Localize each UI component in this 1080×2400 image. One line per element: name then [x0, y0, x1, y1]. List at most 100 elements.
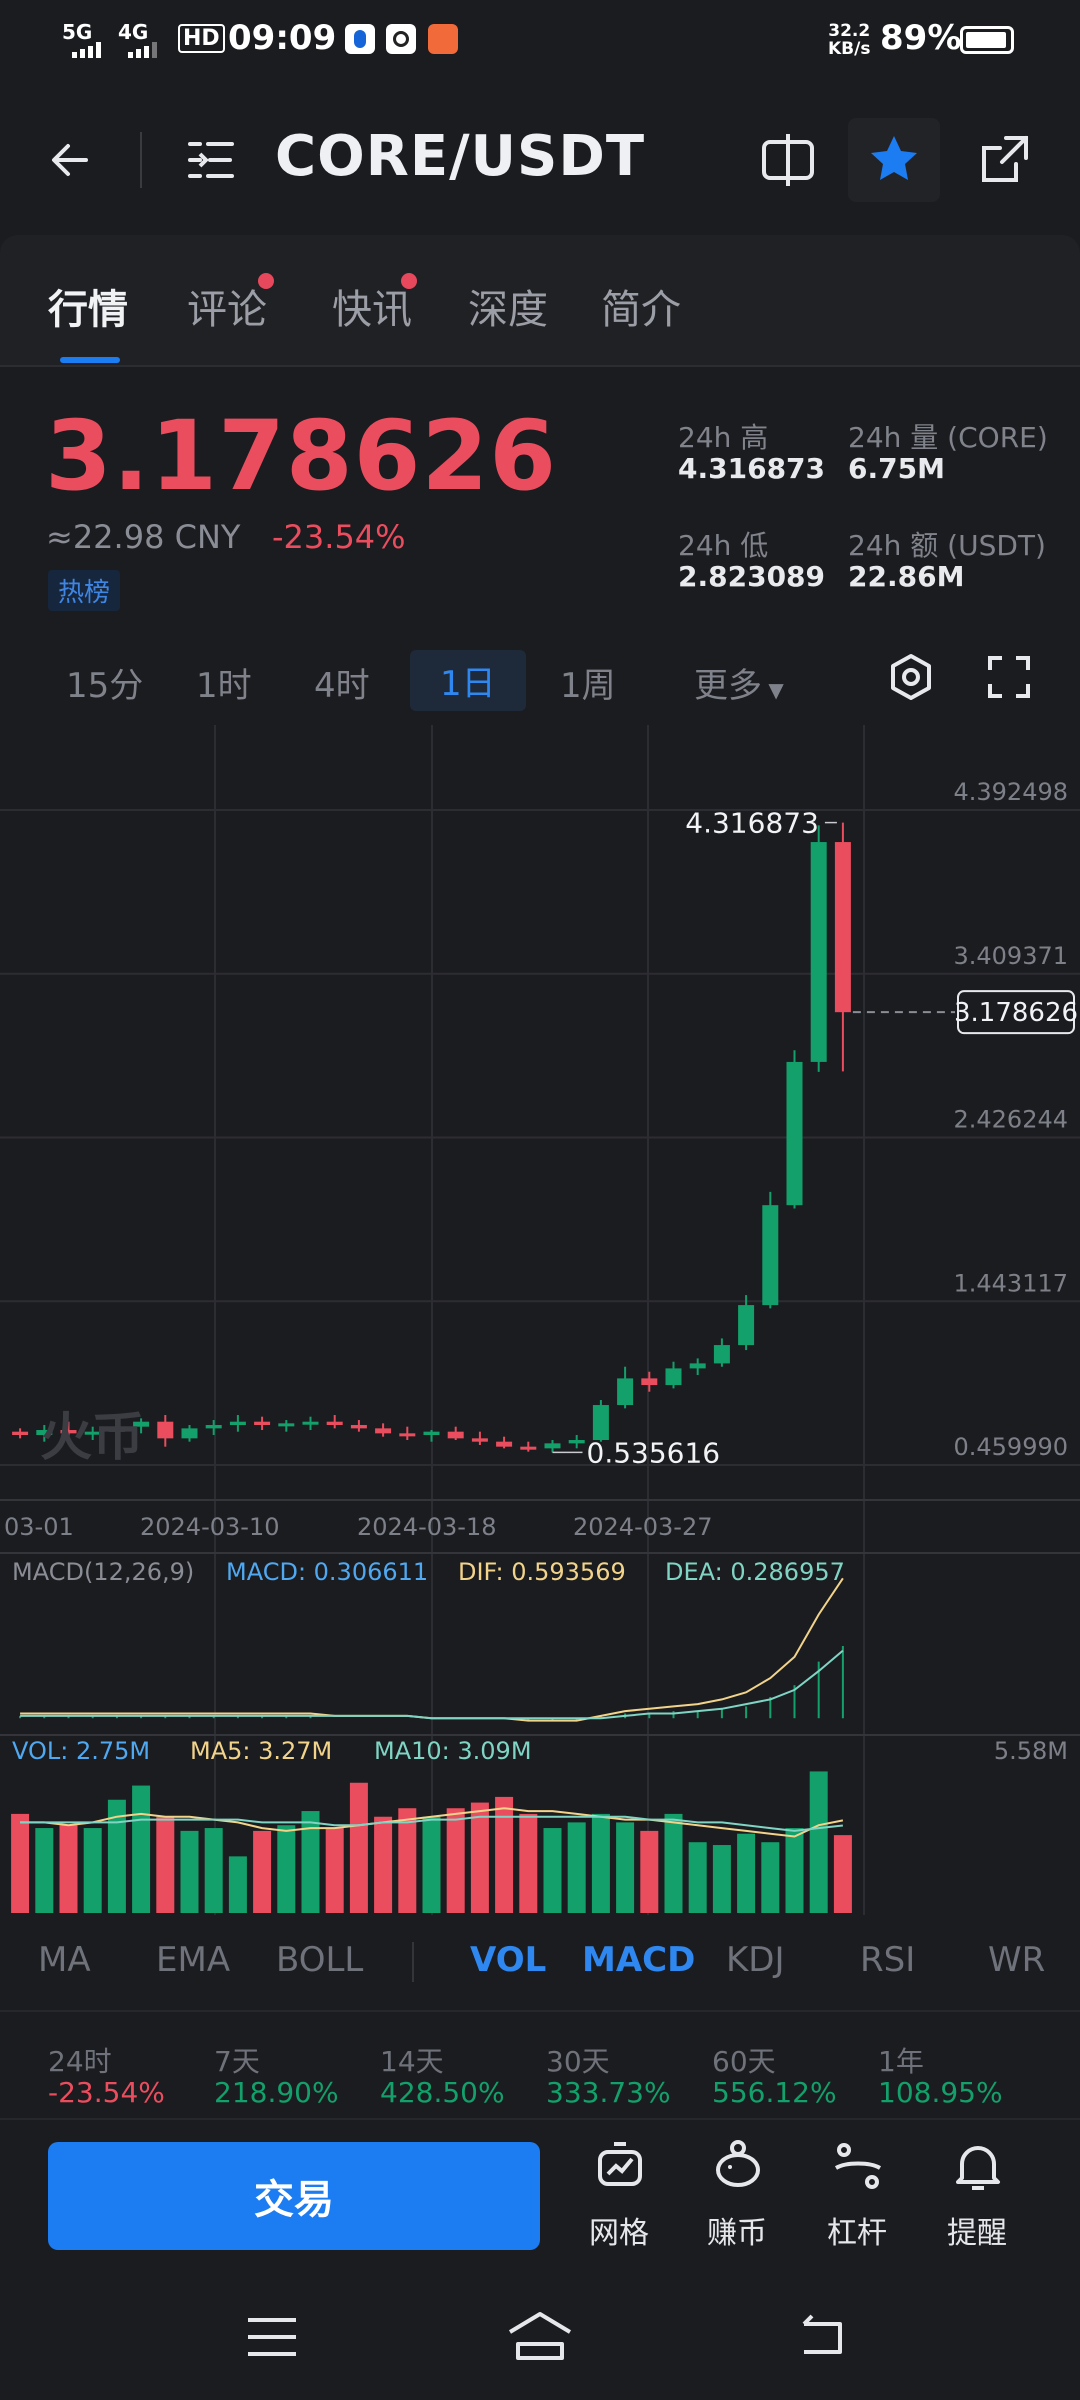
date-axis-label: 2024-03-10 — [140, 1513, 279, 1541]
kline-chart[interactable]: 4.392498 3.409371 2.426244 1.443117 0.459990… — [0, 725, 1080, 1925]
network-speed: 32.2 KB/s — [828, 21, 871, 59]
indicator-rsi[interactable]: RSI — [860, 1940, 916, 1980]
candle-body — [568, 1440, 585, 1444]
vol-value-label: VOL: 2.75M — [12, 1737, 150, 1765]
perf-label-1y: 1年 — [878, 2045, 924, 2078]
last-price: 3.178626 — [45, 400, 558, 512]
candle-body — [617, 1378, 634, 1406]
interval-more[interactable]: 更多 ▼ — [694, 666, 784, 706]
price-axis-label: 2.426244 — [953, 1106, 1068, 1134]
home-icon[interactable] — [504, 2308, 576, 2364]
price-axis-label: 4.392498 — [953, 778, 1068, 806]
macd-value-label: MACD: 0.306611 — [226, 1558, 428, 1586]
vol-axis-max: 5.58M — [994, 1737, 1068, 1765]
alert-label: 提醒 — [947, 2216, 1007, 2251]
recent-apps-icon[interactable] — [244, 2312, 300, 2362]
battery-percent: 89% — [880, 18, 962, 58]
candle-body — [350, 1425, 367, 1429]
leverage-action[interactable]: 杠杆 — [802, 2138, 912, 2251]
chart-settings-icon[interactable] — [886, 652, 936, 702]
volume-bar — [59, 1825, 78, 1913]
candle-body — [471, 1438, 488, 1442]
divider — [140, 132, 142, 188]
candle-body — [399, 1433, 416, 1437]
indicator-vol[interactable]: VOL — [470, 1940, 547, 1980]
price-axis-label: 3.409371 — [953, 942, 1068, 970]
grid-bot-action[interactable]: 网格 — [564, 2138, 674, 2251]
macd-panel: MACD(12,26,9) MACD: 0.306611 DIF: 0.593569… — [0, 1558, 1080, 1736]
indicator-wr[interactable]: WR — [988, 1940, 1046, 1980]
high-value: 4.316873 — [678, 452, 826, 485]
indicator-kdj[interactable]: KDJ — [726, 1940, 785, 1980]
volume-bar — [712, 1845, 731, 1913]
back-nav-icon[interactable] — [794, 2310, 854, 2362]
candle-body — [544, 1443, 561, 1449]
volume-bar — [809, 1771, 828, 1913]
tab-market[interactable]: 行情 — [48, 287, 128, 333]
tab-comments[interactable]: 评论 — [187, 287, 267, 333]
compare-icon[interactable] — [756, 128, 820, 192]
candle-body — [592, 1405, 609, 1441]
volume-bar — [761, 1842, 780, 1913]
tab-news[interactable]: 快讯 — [332, 287, 412, 333]
volume-bar — [11, 1813, 30, 1913]
volume-bar — [616, 1822, 635, 1913]
volume-bar — [83, 1828, 102, 1913]
share-icon[interactable] — [972, 128, 1036, 192]
volume-bar — [785, 1828, 804, 1913]
hot-list-badge[interactable]: 热榜 — [48, 570, 121, 611]
volume-bar — [495, 1796, 514, 1913]
status-bar: 5G 4G HD 09:09 32.2 KB/s 89% — [0, 0, 1080, 80]
perf-label-7d: 7天 — [214, 2045, 260, 2078]
interval-15m[interactable]: 15分 — [66, 666, 144, 706]
indicator-boll[interactable]: BOLL — [276, 1940, 364, 1980]
indicator-ema[interactable]: EMA — [156, 1940, 231, 1980]
ma10-value-label: MA10: 3.09M — [374, 1737, 532, 1765]
star-icon[interactable] — [864, 130, 924, 190]
dif-value-label: DIF: 0.593569 — [458, 1558, 626, 1586]
pair-title: CORE/USDT — [275, 124, 646, 189]
volume-bar — [107, 1799, 126, 1913]
candle-body — [157, 1421, 174, 1439]
indicator-bar — [0, 1920, 1080, 2012]
bell-icon — [956, 2146, 1000, 2190]
app-notify-icon-1 — [345, 24, 375, 54]
indicator-ma[interactable]: MA — [38, 1940, 91, 1980]
ma5-value-label: MA5: 3.27M — [190, 1737, 332, 1765]
tab-depth[interactable]: 深度 — [468, 287, 548, 333]
candle-body — [181, 1428, 198, 1439]
app-notify-icon-2 — [386, 24, 416, 54]
indicator-macd[interactable]: MACD — [582, 1940, 696, 1980]
volume-bar — [398, 1808, 417, 1913]
ma10-line — [20, 1815, 844, 1832]
ma5-line — [20, 1807, 844, 1838]
volume-bar — [519, 1813, 538, 1913]
candle-body — [12, 1431, 29, 1436]
battery-icon — [960, 26, 1014, 54]
comments-notification-dot — [258, 273, 274, 289]
favorite-button[interactable] — [848, 118, 940, 202]
interval-1w[interactable]: 1周 — [560, 666, 616, 706]
network-4g-label: 4G — [118, 20, 149, 44]
chart-grid — [0, 725, 1080, 1915]
date-axis-label: 03-01 — [4, 1513, 74, 1541]
candle-body — [108, 1426, 125, 1432]
system-nav-bar — [0, 2290, 1080, 2400]
trade-button[interactable]: 交易 — [48, 2142, 540, 2250]
signal-icon-2 — [128, 42, 157, 58]
candle-body — [496, 1441, 513, 1447]
earn-action[interactable]: 赚币 — [682, 2138, 792, 2251]
interval-1h[interactable]: 1时 — [196, 666, 252, 706]
price-cny: ≈22.98 CNY — [46, 518, 241, 556]
candle-body — [834, 842, 851, 1013]
interval-4h[interactable]: 4时 — [314, 666, 370, 706]
interval-1d[interactable]: 1日 — [410, 650, 526, 711]
fullscreen-icon[interactable] — [984, 652, 1034, 702]
menu-icon[interactable] — [180, 128, 244, 192]
alert-action[interactable]: 提醒 — [922, 2138, 1032, 2251]
low-price-label: 0.535616 — [587, 1436, 721, 1469]
perf-label-60d: 60天 — [712, 2045, 776, 2078]
tab-intro[interactable]: 简介 — [601, 287, 681, 333]
grid-bot-label: 网格 — [589, 2216, 649, 2251]
back-arrow-icon[interactable] — [40, 128, 104, 192]
